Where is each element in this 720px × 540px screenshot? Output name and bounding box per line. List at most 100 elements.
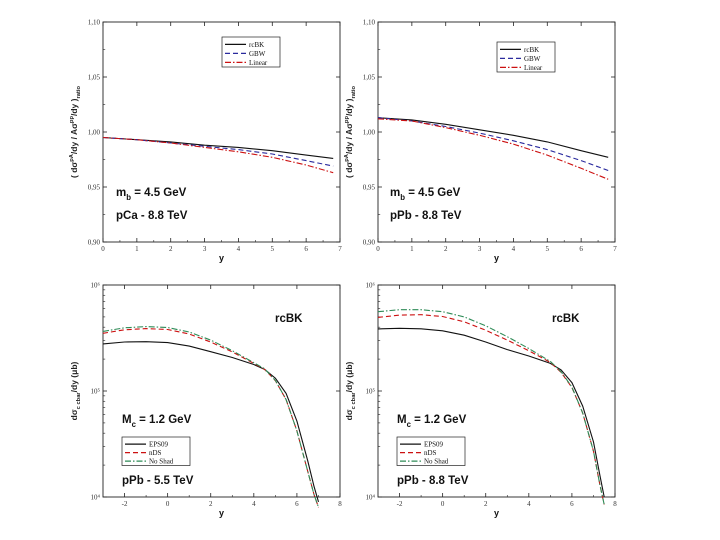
- x-tick-label: 8: [338, 500, 342, 508]
- chart-panel-2: 0 1 2 3 4 5 6 7 0,90 0,95 1,00 1,05 1,10 y ( dσpA/dy /…: [344, 19, 617, 264]
- x-tick-label: 1: [135, 245, 139, 253]
- x-tick-label: 6: [295, 500, 299, 508]
- x-tick-label: -2: [397, 500, 403, 508]
- y-tick-label: 0,90: [88, 239, 101, 247]
- legend-label: GBW: [524, 55, 541, 63]
- subscript: c cbar: [351, 392, 357, 410]
- y-tick-label: 1,00: [88, 129, 101, 137]
- y-axis-label: dσc cbar/dy (μb): [69, 361, 82, 420]
- x-tick-label: 6: [570, 500, 574, 508]
- superscript: pp: [344, 116, 350, 124]
- y-tick-label: 10⁴: [91, 494, 101, 502]
- legend-box: [221, 36, 281, 68]
- subscript: b: [126, 193, 131, 202]
- series-line-linear: [102, 136, 334, 174]
- text-span: M: [397, 414, 407, 426]
- x-tick-label: 4: [237, 245, 241, 253]
- y-tick-label: 1,05: [88, 74, 101, 82]
- text-span: pPb - 8.8 TeV: [397, 475, 469, 487]
- text-span: dσ: [69, 409, 79, 420]
- annotation: pCa - 8.8 TeV: [116, 210, 188, 222]
- chart-panel-4: -2 0 2 4 6 8 10⁴ 10⁵ 10⁶ y dσc cbar/dy (μb) rcBK Mc …: [344, 282, 617, 519]
- superscript: pA: [69, 153, 75, 162]
- superscript: pp: [69, 116, 75, 124]
- y-tick-label: 1,00: [363, 129, 376, 137]
- x-tick-label: 3: [203, 245, 207, 253]
- subscript: c cbar: [76, 392, 82, 410]
- x-tick-label: 2: [444, 245, 448, 253]
- text-span: = 1.2 GeV: [136, 414, 192, 426]
- legend-label: nDS: [149, 449, 162, 457]
- annotation: Mc = 1.2 GeV: [397, 414, 467, 429]
- legend-label: Linear: [524, 64, 543, 72]
- y-tick-label: 10⁶: [366, 282, 376, 290]
- annotation: mb = 4.5 GeV: [390, 187, 461, 202]
- x-tick-label: 6: [304, 245, 308, 253]
- text-span: = 4.5 GeV: [405, 187, 461, 199]
- text-span: /dy (μb): [69, 361, 79, 392]
- x-axis-label: y: [219, 508, 224, 518]
- x-tick-label: 4: [512, 245, 516, 253]
- text-span: m: [390, 187, 400, 199]
- x-tick-label: 7: [338, 245, 342, 253]
- annotation: rcBK: [552, 313, 580, 325]
- x-tick-label: 2: [169, 245, 173, 253]
- series-line-linear: [377, 118, 609, 180]
- annotation: rcBK: [275, 313, 303, 325]
- text-span: dσ: [344, 409, 354, 420]
- x-tick-label: 0: [101, 245, 105, 253]
- x-axis-label: y: [494, 508, 499, 518]
- y-tick-label: 1,10: [88, 19, 101, 27]
- legend-label: No Shad: [424, 458, 449, 466]
- legend-label: rcBK: [249, 41, 264, 49]
- subscript: b: [400, 193, 405, 202]
- y-tick-label: 10⁴: [366, 494, 376, 502]
- y-tick-label: 1,05: [363, 74, 376, 82]
- y-tick-label: 10⁵: [91, 388, 101, 396]
- x-tick-label: 0: [166, 500, 170, 508]
- annotation: pPb - 8.8 TeV: [397, 475, 469, 487]
- legend-label: GBW: [249, 50, 266, 58]
- legend-label: EPS09: [424, 441, 444, 449]
- x-tick-label: 0: [376, 245, 380, 253]
- legend-label: nDS: [424, 449, 437, 457]
- text-span: /dy ): [344, 98, 354, 116]
- x-tick-label: 3: [478, 245, 482, 253]
- superscript: pA: [344, 153, 350, 162]
- series-line-gbw: [377, 117, 609, 172]
- series-line-no-shad: [377, 309, 605, 505]
- legend-label: No Shad: [149, 458, 174, 466]
- x-tick-label: -2: [122, 500, 128, 508]
- y-tick-label: 1,10: [363, 19, 376, 27]
- y-tick-label: 0,95: [88, 184, 101, 192]
- x-tick-label: 6: [579, 245, 583, 253]
- chart-panel-1: 0 1 2 3 4 5 6 7 0,90 0,95 1,00 1,05 1,10 y ( dσpA/dy /…: [69, 19, 342, 264]
- text-span: rcBK: [552, 313, 580, 325]
- y-axis-label: ( dσpA/dy / Aσpp/dy )ratio​: [69, 86, 82, 178]
- subscript: c: [132, 420, 137, 429]
- text-span: /dy / Aσ: [69, 123, 79, 154]
- plot-frame: [102, 21, 341, 243]
- text-span: /dy ): [69, 98, 79, 116]
- legend-label: rcBK: [524, 46, 539, 54]
- text-span: = 4.5 GeV: [131, 187, 187, 199]
- legend-label: Linear: [249, 59, 268, 67]
- y-tick-label: 10⁶: [91, 282, 101, 290]
- x-tick-label: 4: [252, 500, 256, 508]
- x-tick-label: 1: [410, 245, 414, 253]
- x-tick-label: 0: [441, 500, 445, 508]
- x-tick-label: 5: [546, 245, 550, 253]
- y-axis-label: dσc cbar/dy (μb): [344, 361, 357, 420]
- series-line-no-shad: [102, 326, 320, 508]
- x-tick-label: 5: [271, 245, 275, 253]
- legend-label: EPS09: [149, 441, 169, 449]
- series-line-eps09: [377, 327, 605, 498]
- annotation: pPb - 5.5 TeV: [122, 475, 194, 487]
- subscript: ratio: [351, 86, 357, 99]
- subscript: c: [407, 420, 412, 429]
- y-tick-label: 0,90: [363, 239, 376, 247]
